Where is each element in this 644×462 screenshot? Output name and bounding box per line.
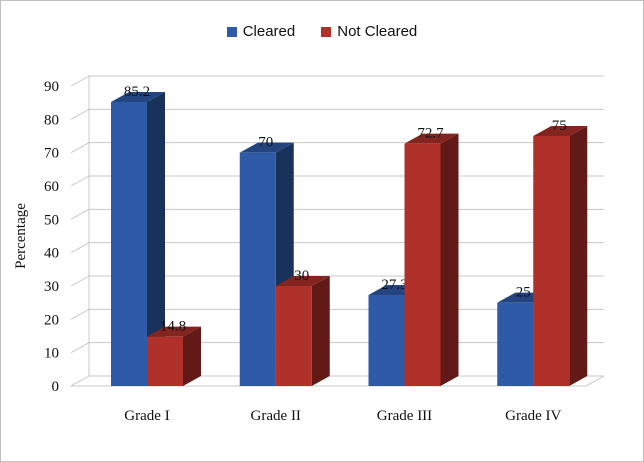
gridline-side: [70, 75, 90, 87]
gridline-side: [70, 108, 90, 120]
data-label: 14.8: [160, 319, 186, 335]
bar-not-cleared: [147, 336, 183, 386]
data-label: 75: [552, 118, 567, 134]
y-tick-label: 20: [44, 312, 59, 328]
legend-label-not-cleared: Not Cleared: [337, 23, 418, 40]
data-label: 85.2: [124, 84, 150, 100]
y-tick-label: 0: [52, 379, 60, 395]
data-label: 27.3: [381, 277, 407, 293]
floor-edge-right: [585, 375, 605, 387]
gridline-side: [70, 242, 90, 254]
x-tick-label: Grade I: [124, 408, 169, 424]
gridline-side: [70, 208, 90, 220]
data-label: 30: [294, 268, 309, 284]
y-tick-label: 10: [44, 346, 59, 362]
data-label: 70: [258, 135, 273, 151]
gridline-side: [70, 375, 90, 387]
x-tick-label: Grade III: [377, 408, 432, 424]
y-tick-label: 90: [44, 79, 59, 95]
bar-side: [311, 276, 330, 386]
legend-swatch-cleared: [226, 26, 237, 37]
bar-cleared: [111, 102, 147, 386]
y-tick-label: 70: [44, 146, 59, 162]
gridline-side: [70, 175, 90, 187]
y-tick-label: 50: [44, 212, 59, 228]
x-tick-label: Grade II: [251, 408, 301, 424]
bar-top: [239, 142, 294, 153]
gridline-side: [70, 275, 90, 287]
bar-side: [147, 92, 165, 386]
bar-top: [275, 276, 330, 286]
legend-swatch-not-cleared: [321, 26, 332, 37]
bar-not-cleared: [404, 143, 441, 386]
data-label: 72.7: [417, 126, 444, 142]
bar-cleared: [368, 295, 405, 386]
y-tick-label: 80: [44, 112, 59, 128]
bar-side: [440, 133, 459, 386]
bar-top: [404, 133, 459, 144]
bar-cleared: [239, 152, 276, 386]
data-label: 25: [516, 285, 531, 301]
bar-not-cleared: [275, 286, 312, 386]
y-axis-label: Percentage: [13, 203, 29, 269]
y-tick-label: 60: [44, 179, 59, 195]
bar-top: [533, 126, 588, 136]
x-tick-label: Grade IV: [505, 408, 561, 424]
legend-item-cleared: Cleared: [226, 23, 296, 40]
bar-top: [147, 326, 201, 337]
bar-top: [111, 92, 165, 102]
y-tick-label: 40: [44, 246, 59, 262]
legend-label-cleared: Cleared: [242, 23, 296, 40]
y-tick-label: 30: [44, 279, 59, 295]
bar-not-cleared: [533, 136, 570, 386]
legend-item-not-cleared: Not Cleared: [321, 23, 417, 40]
gridline-side: [70, 308, 90, 320]
bar-side: [183, 326, 201, 386]
bar-side: [569, 126, 588, 386]
gridline-side: [70, 342, 90, 354]
gridline-side: [70, 142, 90, 154]
bar-cleared: [497, 302, 534, 386]
legend: Cleared Not Cleared: [1, 23, 643, 40]
